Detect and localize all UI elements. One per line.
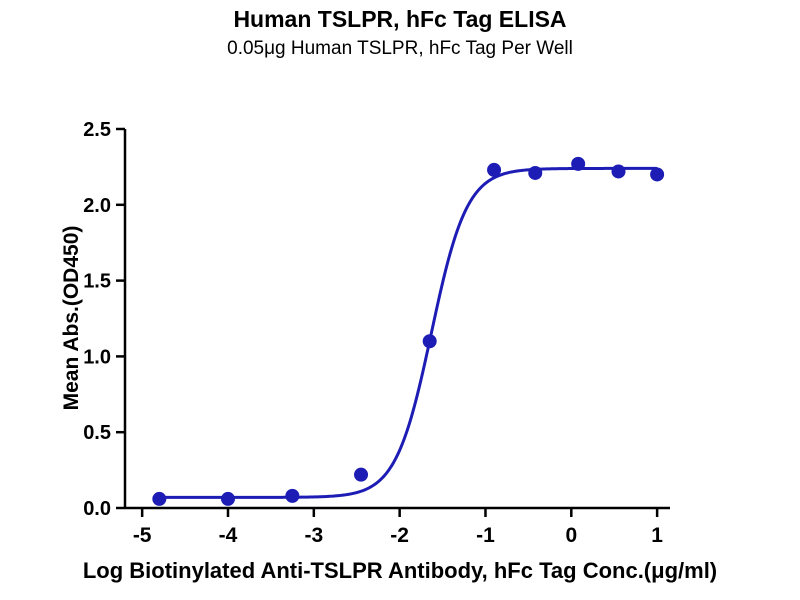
data-point — [220, 491, 235, 506]
fit-curve — [153, 166, 658, 499]
y-tick-label: 2.5 — [83, 119, 111, 141]
data-point — [611, 164, 626, 179]
data-point — [285, 488, 300, 503]
data-point — [571, 156, 586, 171]
x-tick-label: -2 — [390, 524, 409, 547]
x-axis-label: Log Biotinylated Anti-TSLPR Antibody, hF… — [82, 558, 718, 583]
chart-title: Human TSLPR, hFc Tag ELISA — [233, 6, 567, 32]
y-tick-label: 1.5 — [83, 271, 111, 293]
x-tick-label: 1 — [651, 524, 663, 547]
x-tick-label: -4 — [219, 524, 238, 547]
data-point — [152, 491, 167, 506]
data-point — [487, 162, 502, 177]
x-tick-label: 0 — [565, 524, 577, 547]
y-tick-label: 1.0 — [83, 346, 111, 368]
data-point — [354, 467, 369, 482]
x-tick-label: -3 — [304, 524, 323, 547]
y-tick-label: 0.0 — [83, 498, 111, 520]
x-tick-label: -1 — [476, 524, 495, 547]
data-point — [650, 167, 665, 182]
y-tick-label: 2.0 — [83, 195, 111, 217]
chart-subtitle: 0.05μg Human TSLPR, hFc Tag Per Well — [227, 38, 573, 59]
y-tick-label: 0.5 — [83, 422, 111, 444]
data-point — [422, 334, 437, 349]
x-tick-label: -5 — [133, 524, 152, 547]
data-point — [528, 165, 543, 180]
